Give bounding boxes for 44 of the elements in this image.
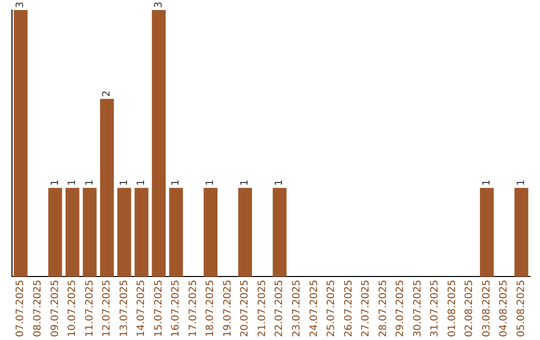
x-tick-label: 08.07.2025 bbox=[32, 280, 44, 338]
data-label: 1 bbox=[67, 179, 78, 186]
x-tick-label: 24.07.2025 bbox=[308, 280, 320, 338]
x-tick-label: 19.07.2025 bbox=[222, 280, 234, 338]
x-tick-label: 13.07.2025 bbox=[118, 280, 130, 338]
data-label: 1 bbox=[84, 179, 96, 186]
x-tick-label: 20.07.2025 bbox=[240, 280, 251, 338]
x-tick-label: 18.07.2025 bbox=[205, 280, 216, 338]
data-label: 1 bbox=[240, 179, 251, 186]
x-tick-label: 23.07.2025 bbox=[291, 280, 302, 338]
data-label: 3 bbox=[153, 2, 164, 8]
x-tick-label: 31.07.2025 bbox=[430, 280, 441, 338]
x-tick-label: 28.07.2025 bbox=[378, 280, 389, 338]
x-tick-label: 11.07.2025 bbox=[84, 280, 96, 338]
data-label: 1 bbox=[516, 179, 527, 186]
x-tick-label: 21.07.2025 bbox=[256, 280, 268, 338]
x-tick-label: 29.07.2025 bbox=[395, 280, 406, 338]
x-tick-label: 12.07.2025 bbox=[102, 280, 113, 338]
data-label: 1 bbox=[205, 179, 216, 186]
data-label: 1 bbox=[274, 179, 286, 186]
x-tick-label: 22.07.2025 bbox=[274, 280, 286, 338]
x-tick-label: 15.07.2025 bbox=[153, 280, 164, 338]
x-tick-label: 02.08.2025 bbox=[464, 280, 476, 338]
data-label: 1 bbox=[170, 179, 182, 186]
x-tick-label: 14.07.2025 bbox=[136, 280, 148, 338]
x-tick-label: 30.07.2025 bbox=[412, 280, 424, 338]
x-tick-label: 26.07.2025 bbox=[343, 280, 354, 338]
x-tick-label: 17.07.2025 bbox=[188, 280, 199, 338]
x-tick-label: 09.07.2025 bbox=[50, 280, 61, 338]
x-tick-label: 25.07.2025 bbox=[326, 280, 338, 338]
data-label: 2 bbox=[102, 90, 113, 97]
data-label: 1 bbox=[136, 179, 148, 186]
data-label: 1 bbox=[481, 179, 492, 186]
x-tick-label: 04.08.2025 bbox=[498, 280, 510, 338]
x-tick-label: 05.08.2025 bbox=[516, 280, 527, 338]
x-tick-label: 07.07.2025 bbox=[15, 280, 26, 338]
x-tick-label: 16.07.2025 bbox=[170, 280, 182, 338]
data-label: 1 bbox=[50, 179, 61, 186]
data-label: 3 bbox=[15, 2, 26, 8]
x-tick-label: 01.08.2025 bbox=[446, 280, 458, 338]
x-tick-label: 10.07.2025 bbox=[67, 280, 78, 338]
data-label: 1 bbox=[118, 179, 130, 186]
x-tick-label: 27.07.2025 bbox=[360, 280, 372, 338]
x-tick-label: 03.08.2025 bbox=[481, 280, 492, 338]
